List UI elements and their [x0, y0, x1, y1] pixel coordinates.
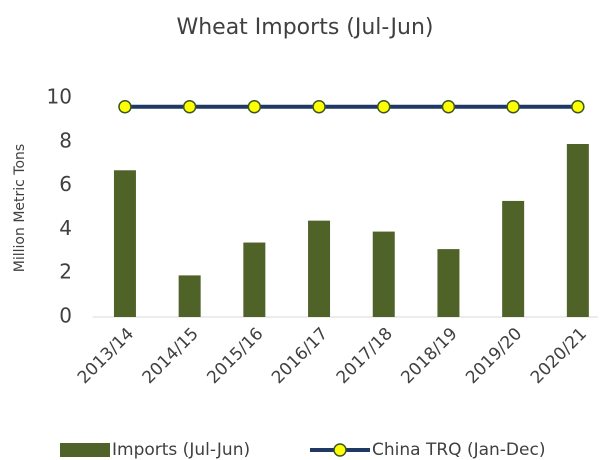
- bar: [113, 170, 136, 317]
- legend-label: Imports (Jul-Jun): [112, 440, 250, 460]
- marker: [571, 100, 585, 114]
- x-tick-label: 2020/21: [527, 324, 591, 388]
- legend-marker: [333, 443, 347, 457]
- bar: [308, 220, 331, 317]
- y-tick-label: 10: [47, 85, 72, 109]
- y-tick-label: 8: [59, 128, 72, 152]
- y-axis-label: Million Metric Tons: [12, 144, 28, 272]
- bar: [502, 200, 525, 317]
- bar: [372, 231, 395, 317]
- x-tick-label: 2018/19: [397, 324, 461, 388]
- bar: [566, 143, 589, 317]
- y-tick-label: 4: [59, 216, 72, 240]
- x-tick-label: 2014/15: [139, 324, 203, 388]
- x-tick-label: 2016/17: [268, 324, 332, 388]
- marker: [506, 100, 520, 114]
- marker: [247, 100, 262, 114]
- y-tick-label: 2: [59, 260, 72, 284]
- y-tick-label: 0: [59, 304, 72, 328]
- marker: [312, 100, 326, 114]
- x-tick-label: 2019/20: [462, 324, 526, 388]
- x-tick-label: 2017/18: [333, 324, 397, 388]
- chart-title: Wheat Imports (Jul-Jun): [176, 15, 433, 40]
- bar: [243, 242, 266, 317]
- marker: [118, 100, 132, 114]
- bar: [178, 275, 201, 317]
- x-tick-label: 2013/14: [74, 324, 138, 388]
- marker: [441, 100, 456, 114]
- legend-label: China TRQ (Jan-Dec): [372, 440, 545, 460]
- marker: [182, 100, 197, 114]
- marker: [377, 100, 391, 114]
- y-tick-label: 6: [59, 172, 72, 196]
- legend-swatch: [60, 443, 110, 457]
- bar: [437, 249, 460, 317]
- x-tick-label: 2015/16: [203, 324, 267, 388]
